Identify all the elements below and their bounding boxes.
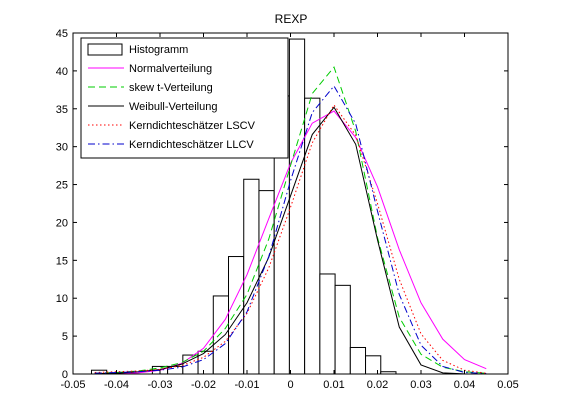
y-tick-label: 10 bbox=[56, 293, 68, 305]
histogram-bar bbox=[258, 190, 275, 375]
x-tick-label: 0.05 bbox=[497, 379, 518, 391]
legend-label: skew t-Verteilung bbox=[129, 82, 213, 94]
histogram-bar bbox=[319, 273, 336, 375]
x-tick-label: 0.04 bbox=[454, 379, 475, 391]
x-axis: -0.05 -0.04 -0.03 -0.02 -0.01 0 0.01 0.02 0.03 0.… bbox=[60, 33, 519, 391]
y-tick-label: 45 bbox=[56, 28, 68, 40]
x-tick-label: 0.01 bbox=[323, 379, 344, 391]
legend-label: Kerndichteschätzer LLCV bbox=[129, 139, 254, 151]
y-tick-label: 40 bbox=[56, 66, 68, 78]
y-tick-label: 20 bbox=[56, 217, 68, 229]
histogram-bar bbox=[228, 256, 245, 375]
y-tick-label: 5 bbox=[62, 331, 68, 343]
y-tick-label: 0 bbox=[62, 369, 68, 381]
x-tick-label: -0.02 bbox=[191, 379, 216, 391]
legend-swatch-histogram bbox=[87, 43, 123, 56]
series-line-2 bbox=[94, 66, 487, 374]
legend-box bbox=[80, 37, 289, 159]
legend: Histogramm Normalverteilung skew t-Verteil… bbox=[80, 37, 289, 159]
histogram-bar bbox=[304, 97, 321, 375]
y-tick-label: 35 bbox=[56, 104, 68, 116]
x-tick-label: -0.05 bbox=[60, 379, 85, 391]
legend-label: Weibull-Verteilung bbox=[129, 101, 217, 113]
legend-label: Kerndichteschätzer LSCV bbox=[129, 120, 256, 132]
series-line-4 bbox=[94, 104, 487, 374]
x-tick-label: 0 bbox=[287, 379, 293, 391]
histogram-bar bbox=[288, 38, 306, 375]
x-tick-label: 0.02 bbox=[367, 379, 388, 391]
y-axis: 0 5 10 15 20 25 30 35 40 45 bbox=[56, 28, 508, 381]
x-tick-label: -0.03 bbox=[147, 379, 172, 391]
legend-label: Histogramm bbox=[129, 44, 188, 56]
y-tick-label: 15 bbox=[56, 255, 68, 267]
y-tick-label: 30 bbox=[56, 142, 68, 154]
histogram-bar bbox=[212, 295, 230, 375]
chart-title: REXP bbox=[275, 12, 308, 26]
histogram-bar bbox=[365, 355, 382, 375]
histogram-bar bbox=[349, 346, 367, 375]
x-tick-label: 0.03 bbox=[410, 379, 431, 391]
x-tick-label: -0.04 bbox=[104, 379, 129, 391]
y-tick-label: 25 bbox=[56, 180, 68, 192]
x-tick-label: -0.01 bbox=[234, 379, 259, 391]
histogram-bar bbox=[334, 284, 351, 375]
legend-label: Normalverteilung bbox=[129, 63, 212, 75]
